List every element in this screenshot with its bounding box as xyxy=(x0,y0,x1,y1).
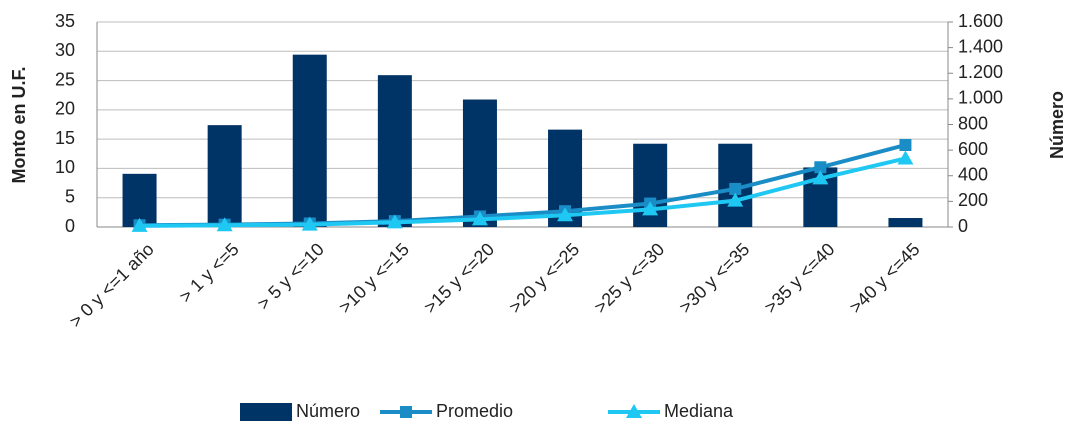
y-tick-label: 10 xyxy=(55,157,75,177)
point xyxy=(642,201,659,216)
legend-label: Promedio xyxy=(436,401,513,421)
point xyxy=(814,161,827,174)
x-tick-label: >20 y <=25 xyxy=(505,239,583,317)
legend-marker xyxy=(626,404,642,418)
bar xyxy=(462,99,497,227)
y2-tick-label: 0 xyxy=(958,216,968,236)
y2-tick-label: 200 xyxy=(958,190,988,210)
y2-tick-label: 1.400 xyxy=(958,36,1003,56)
point xyxy=(812,170,829,185)
y2-tick-label: 800 xyxy=(958,113,988,133)
bar xyxy=(292,54,327,227)
point xyxy=(471,211,488,226)
y-tick-label: 0 xyxy=(65,216,75,236)
point xyxy=(899,139,912,151)
point xyxy=(897,150,914,165)
legend-label: Número xyxy=(296,401,360,421)
bar xyxy=(888,218,923,227)
y2-tick-label: 600 xyxy=(958,139,988,159)
x-tick-label: > 0 y <=1 año xyxy=(65,239,157,331)
x-tick-label: > 1 y <=5 xyxy=(175,239,243,307)
y-tick-label: 35 xyxy=(55,11,75,31)
point xyxy=(557,207,574,222)
line xyxy=(139,156,906,228)
bar xyxy=(377,75,412,227)
x-tick-label: >15 y <=20 xyxy=(420,239,498,317)
x-tick-label: >30 y <=35 xyxy=(675,239,753,317)
bar xyxy=(207,125,242,227)
y-tick-label: 20 xyxy=(55,99,75,119)
y-tick-label: 15 xyxy=(55,128,75,148)
point xyxy=(386,214,403,229)
legend-swatch xyxy=(240,403,292,421)
point xyxy=(727,192,744,207)
y2-axis-title: Número xyxy=(1047,91,1067,159)
x-tick-label: >35 y <=40 xyxy=(760,239,838,317)
y-tick-label: 25 xyxy=(55,69,75,89)
x-tick-label: > 5 y <=10 xyxy=(253,239,328,314)
legend-marker xyxy=(400,406,412,418)
point xyxy=(729,182,742,195)
y2-tick-label: 400 xyxy=(958,165,988,185)
y-tick-label: 5 xyxy=(65,186,75,206)
point xyxy=(216,217,233,232)
y2-tick-label: 1.600 xyxy=(958,11,1003,31)
point xyxy=(131,217,148,232)
point xyxy=(301,216,318,231)
x-tick-label: >25 y <=30 xyxy=(590,239,668,317)
y2-tick-label: 1.200 xyxy=(958,62,1003,82)
x-tick-label: >40 y <=45 xyxy=(845,239,923,317)
x-tick-label: >10 y <=15 xyxy=(335,239,413,317)
y2-tick-label: 1.000 xyxy=(958,88,1003,108)
y-tick-label: 30 xyxy=(55,40,75,60)
legend-label: Mediana xyxy=(664,401,734,421)
y-axis-title: Monto en U.F. xyxy=(9,67,29,184)
